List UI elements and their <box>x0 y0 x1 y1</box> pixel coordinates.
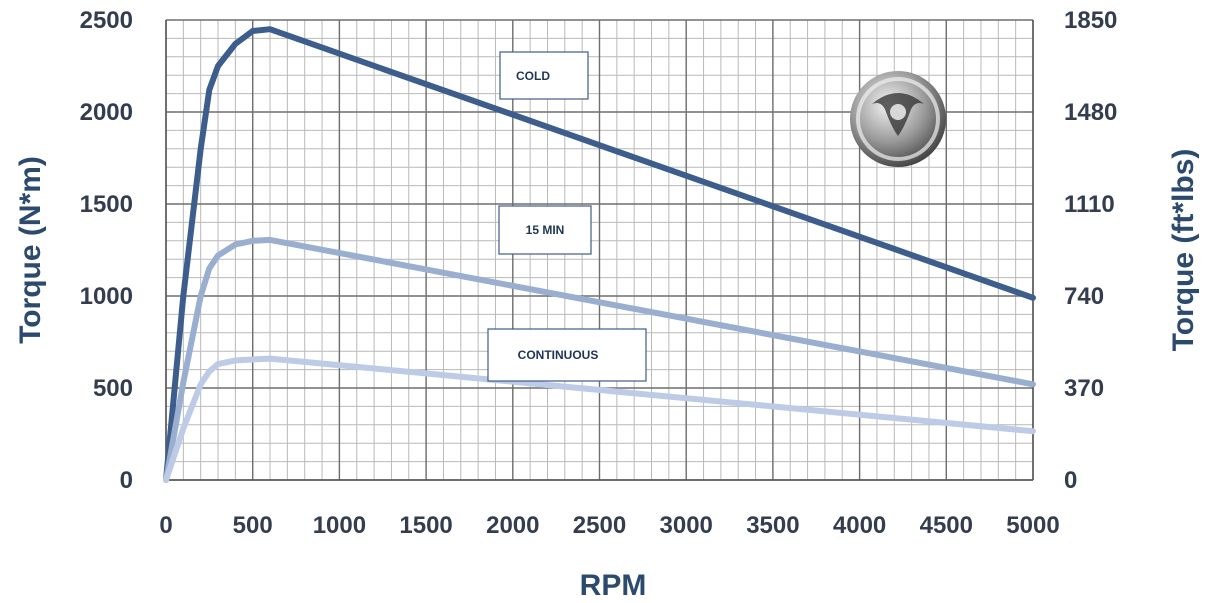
x-tick-label: 2500 <box>573 512 626 539</box>
y2-tick-label: 1110 <box>1064 191 1115 218</box>
x-tick-label: 0 <box>159 512 172 539</box>
series-label-15min: 15 MIN <box>498 205 592 255</box>
x-axis-ticks: 0 500 1000 1500 2000 2500 3000 3500 4000 4500 5000 <box>159 512 1059 539</box>
x-tick-label: 4500 <box>920 512 973 539</box>
x-tick-label: 4000 <box>833 512 886 539</box>
y2-tick-label: 0 <box>1064 467 1077 494</box>
series-lines <box>163 26 1036 483</box>
emblem-logo-center <box>890 104 906 120</box>
x-tick-label: 2000 <box>486 512 539 539</box>
x-axis-title: RPM <box>580 569 647 602</box>
x-tick-label: 1500 <box>399 512 452 539</box>
x-tick-label: 1000 <box>313 512 366 539</box>
y2-tick-label: 370 <box>1064 375 1104 402</box>
emblem-logo <box>850 71 946 167</box>
y2-tick-label: 740 <box>1064 283 1104 310</box>
series-label-cold-box <box>499 51 589 100</box>
y2-axis-title: Torque (ft*lbs) <box>1167 149 1200 352</box>
series-label-15min-text: 15 MIN <box>526 223 565 237</box>
y2-tick-label: 1850 <box>1064 7 1117 34</box>
x-tick-label: 500 <box>233 512 273 539</box>
x-tick-label: 3500 <box>746 512 799 539</box>
y-axis-title: Torque (N*m) <box>14 156 47 344</box>
series-label-cold: COLD <box>499 51 589 100</box>
series-line-15-min <box>163 236 1036 483</box>
y-tick-label: 1000 <box>80 283 133 310</box>
series-label-continuous-box <box>487 328 647 382</box>
series-label-cold-text: COLD <box>516 69 550 83</box>
y2-tick-label: 1480 <box>1064 99 1117 126</box>
series-label-15min-box <box>498 205 592 255</box>
series-label-continuous: CONTINUOUS <box>487 328 647 382</box>
y2-axis-ticks: 0 370 740 1110 1480 1850 <box>1064 7 1117 494</box>
emblem-logo-ring <box>856 77 940 161</box>
y-tick-label: 500 <box>93 375 133 402</box>
series-label-continuous-text: CONTINUOUS <box>518 348 599 362</box>
y-tick-label: 2500 <box>80 7 133 34</box>
y-axis-ticks: 0 500 1000 1500 2000 2500 <box>80 7 133 494</box>
y-tick-label: 2000 <box>80 99 133 126</box>
series-line-continuous <box>163 355 1036 483</box>
y-tick-label: 0 <box>120 467 133 494</box>
x-tick-label: 3000 <box>660 512 713 539</box>
x-tick-label: 5000 <box>1006 512 1059 539</box>
series-line-cold <box>163 26 1036 483</box>
y-tick-label: 1500 <box>80 191 133 218</box>
